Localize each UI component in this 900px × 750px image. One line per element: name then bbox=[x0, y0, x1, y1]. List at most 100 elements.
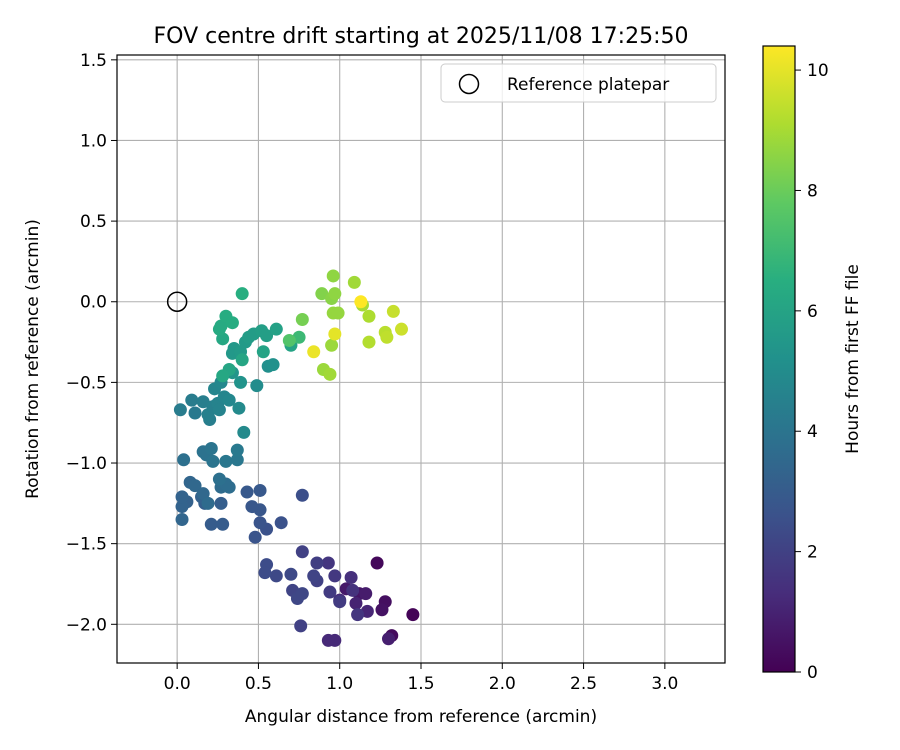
data-point bbox=[333, 595, 347, 609]
data-point bbox=[214, 319, 228, 333]
data-point bbox=[328, 287, 342, 301]
data-point bbox=[235, 287, 249, 301]
x-axis-label: Angular distance from reference (arcmin) bbox=[245, 707, 597, 727]
data-point bbox=[216, 369, 230, 383]
data-point bbox=[274, 516, 288, 530]
data-point bbox=[344, 571, 358, 585]
data-point bbox=[321, 556, 335, 570]
y-tick-label: 0.0 bbox=[80, 293, 107, 313]
data-point bbox=[256, 345, 270, 359]
data-point bbox=[310, 556, 324, 570]
data-point bbox=[354, 295, 368, 309]
data-point bbox=[222, 393, 236, 407]
y-tick-label: −0.5 bbox=[66, 373, 107, 393]
data-point bbox=[328, 569, 342, 583]
x-tick-label: 3.0 bbox=[651, 674, 678, 694]
data-point bbox=[269, 569, 283, 583]
data-point bbox=[230, 443, 244, 457]
data-point bbox=[362, 309, 376, 323]
x-tick-label: 1.5 bbox=[407, 674, 434, 694]
y-tick-label: −1.0 bbox=[66, 454, 107, 474]
reference-platepar-marker bbox=[166, 291, 188, 312]
data-point bbox=[294, 619, 308, 633]
colorbar-tick-label: 2 bbox=[807, 543, 818, 563]
data-point bbox=[260, 329, 274, 343]
colorbar-tick-label: 8 bbox=[807, 181, 818, 201]
y-axis-label: Rotation from reference (arcmin) bbox=[23, 219, 43, 499]
data-point bbox=[323, 585, 337, 599]
grid-lines bbox=[117, 55, 725, 663]
legend: Reference platepar bbox=[440, 63, 717, 103]
x-tick-label: 2.5 bbox=[570, 674, 597, 694]
data-point bbox=[295, 312, 309, 326]
data-point bbox=[232, 401, 246, 415]
data-point bbox=[185, 393, 199, 407]
x-tick-label: 2.0 bbox=[489, 674, 516, 694]
data-point bbox=[269, 322, 283, 336]
data-point bbox=[212, 472, 226, 486]
colorbar-gradient bbox=[762, 45, 796, 673]
colorbar-ticks: 0 2 4 6 8 10 bbox=[795, 61, 829, 683]
x-axis-ticks: 0.0 0.5 1.0 1.5 2.0 2.5 3.0 bbox=[164, 663, 678, 694]
data-point bbox=[248, 530, 262, 544]
colorbar: 0 2 4 6 8 10 Hours from first FF file bbox=[762, 45, 863, 683]
x-tick-label: 1.0 bbox=[326, 674, 353, 694]
colorbar-tick-label: 10 bbox=[807, 61, 829, 81]
data-point bbox=[188, 479, 202, 493]
data-point bbox=[321, 633, 335, 647]
data-point bbox=[204, 442, 218, 456]
y-tick-label: 1.5 bbox=[80, 51, 107, 71]
data-point bbox=[380, 330, 394, 344]
data-point bbox=[351, 608, 365, 622]
data-point bbox=[346, 583, 360, 597]
legend-reference-marker bbox=[458, 73, 480, 95]
y-tick-label: −1.5 bbox=[66, 535, 107, 555]
data-point bbox=[175, 500, 189, 514]
data-point bbox=[216, 517, 230, 531]
data-point bbox=[266, 358, 280, 372]
data-point bbox=[204, 517, 218, 531]
data-point bbox=[295, 488, 309, 502]
colorbar-tick-label: 4 bbox=[807, 422, 818, 442]
legend-entry-reference-platepar: Reference platepar bbox=[507, 75, 669, 95]
data-point bbox=[394, 322, 408, 336]
legend-box bbox=[440, 63, 717, 103]
data-point bbox=[219, 454, 233, 468]
data-point bbox=[173, 403, 187, 417]
data-points bbox=[173, 269, 420, 647]
data-point bbox=[326, 269, 340, 283]
data-point bbox=[359, 587, 373, 601]
data-point bbox=[253, 516, 267, 530]
data-point bbox=[315, 287, 329, 301]
chart-title: FOV centre drift starting at 2025/11/08 … bbox=[154, 24, 689, 49]
x-tick-label: 0.5 bbox=[245, 674, 272, 694]
data-point bbox=[175, 490, 189, 504]
data-point bbox=[349, 596, 363, 610]
data-point bbox=[177, 453, 191, 467]
x-tick-label: 0.0 bbox=[164, 674, 191, 694]
data-point bbox=[323, 367, 337, 381]
data-point bbox=[214, 496, 228, 510]
data-point bbox=[381, 632, 395, 646]
data-point bbox=[370, 556, 384, 570]
data-point bbox=[225, 316, 239, 330]
data-point bbox=[222, 480, 236, 494]
data-point bbox=[253, 483, 267, 497]
data-point bbox=[212, 403, 226, 417]
data-point bbox=[295, 587, 309, 601]
data-point bbox=[284, 567, 298, 581]
data-point bbox=[196, 395, 210, 409]
colorbar-tick-label: 6 bbox=[807, 302, 818, 322]
data-point bbox=[250, 379, 264, 393]
data-point bbox=[237, 425, 251, 439]
data-point bbox=[175, 512, 189, 526]
data-point bbox=[206, 454, 220, 468]
data-point bbox=[292, 330, 306, 344]
colorbar-tick-label: 0 bbox=[807, 663, 818, 683]
y-axis-ticks: −2.0 −1.5 −1.0 −0.5 0.0 0.5 1.0 1.5 bbox=[66, 51, 117, 635]
data-point bbox=[362, 335, 376, 349]
data-point bbox=[325, 338, 339, 352]
y-tick-label: −2.0 bbox=[66, 615, 107, 635]
data-point bbox=[347, 275, 361, 289]
